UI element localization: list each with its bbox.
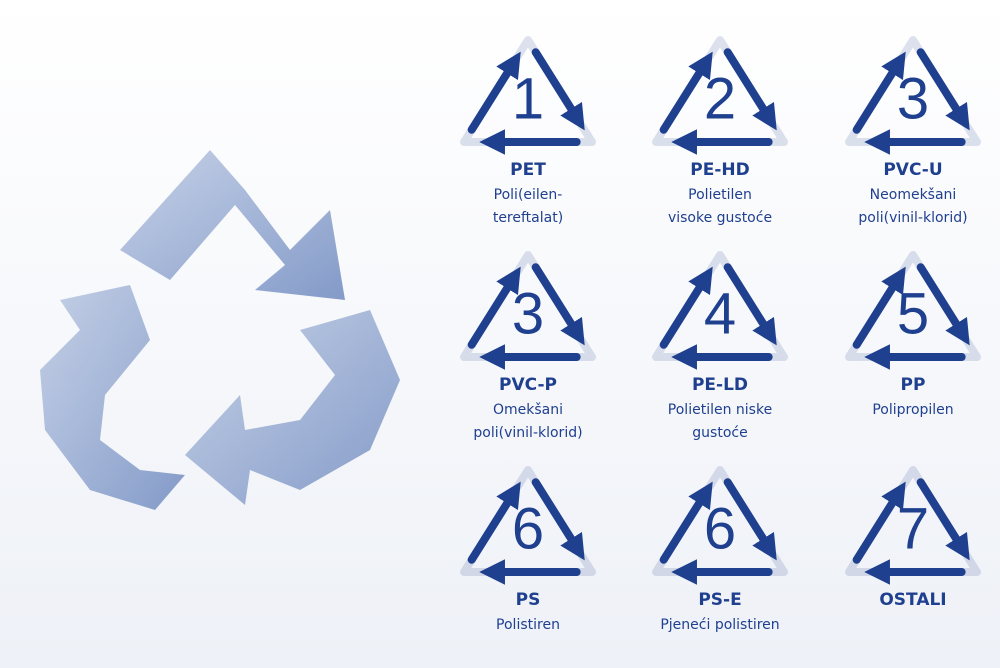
resin-number: 3 (897, 66, 929, 131)
resin-code: PVC-U (883, 160, 942, 180)
resin-number: 4 (704, 281, 736, 346)
resin-number: 7 (897, 496, 929, 561)
resin-code: PET (510, 160, 546, 180)
resin-number: 2 (704, 66, 736, 131)
resin-description: tereftalat) (493, 210, 563, 226)
resin-description: Neomekšani (870, 187, 957, 203)
resin-description: poli(vinil-klorid) (858, 210, 967, 226)
resin-code: PS-E (698, 590, 741, 610)
resin-description: visoke gustoće (668, 210, 772, 226)
resin-description: Polietilen (688, 187, 752, 203)
resin-number: 6 (512, 496, 544, 561)
resin-description: Polistiren (496, 617, 560, 633)
resin-code: PS (516, 590, 541, 610)
resin-description: Polietilen niske (668, 402, 772, 418)
resin-code: PP (901, 375, 926, 395)
resin-description: poli(vinil-klorid) (473, 425, 582, 441)
resin-description: Pjeneći polistiren (660, 617, 779, 633)
resin-description: gustoće (692, 425, 747, 441)
symbol-grid: 1 PET Poli(eilen-tereftalat) 2 PE-HD Polietil… (464, 40, 977, 633)
resin-code: PE-HD (690, 160, 749, 180)
resin-number: 1 (512, 66, 544, 131)
infographic: 1 PET Poli(eilen-tereftalat) 2 PE-HD Polietil… (0, 0, 1000, 668)
resin-number: 3 (512, 281, 544, 346)
resin-description: Polipropilen (872, 402, 953, 418)
resin-code: PE-LD (692, 375, 748, 395)
resin-code: OSTALI (879, 590, 946, 610)
resin-number: 6 (704, 496, 736, 561)
resin-code: PVC-P (499, 375, 557, 395)
resin-description: Omekšani (493, 402, 563, 418)
resin-number: 5 (897, 281, 929, 346)
resin-description: Poli(eilen- (494, 187, 563, 203)
